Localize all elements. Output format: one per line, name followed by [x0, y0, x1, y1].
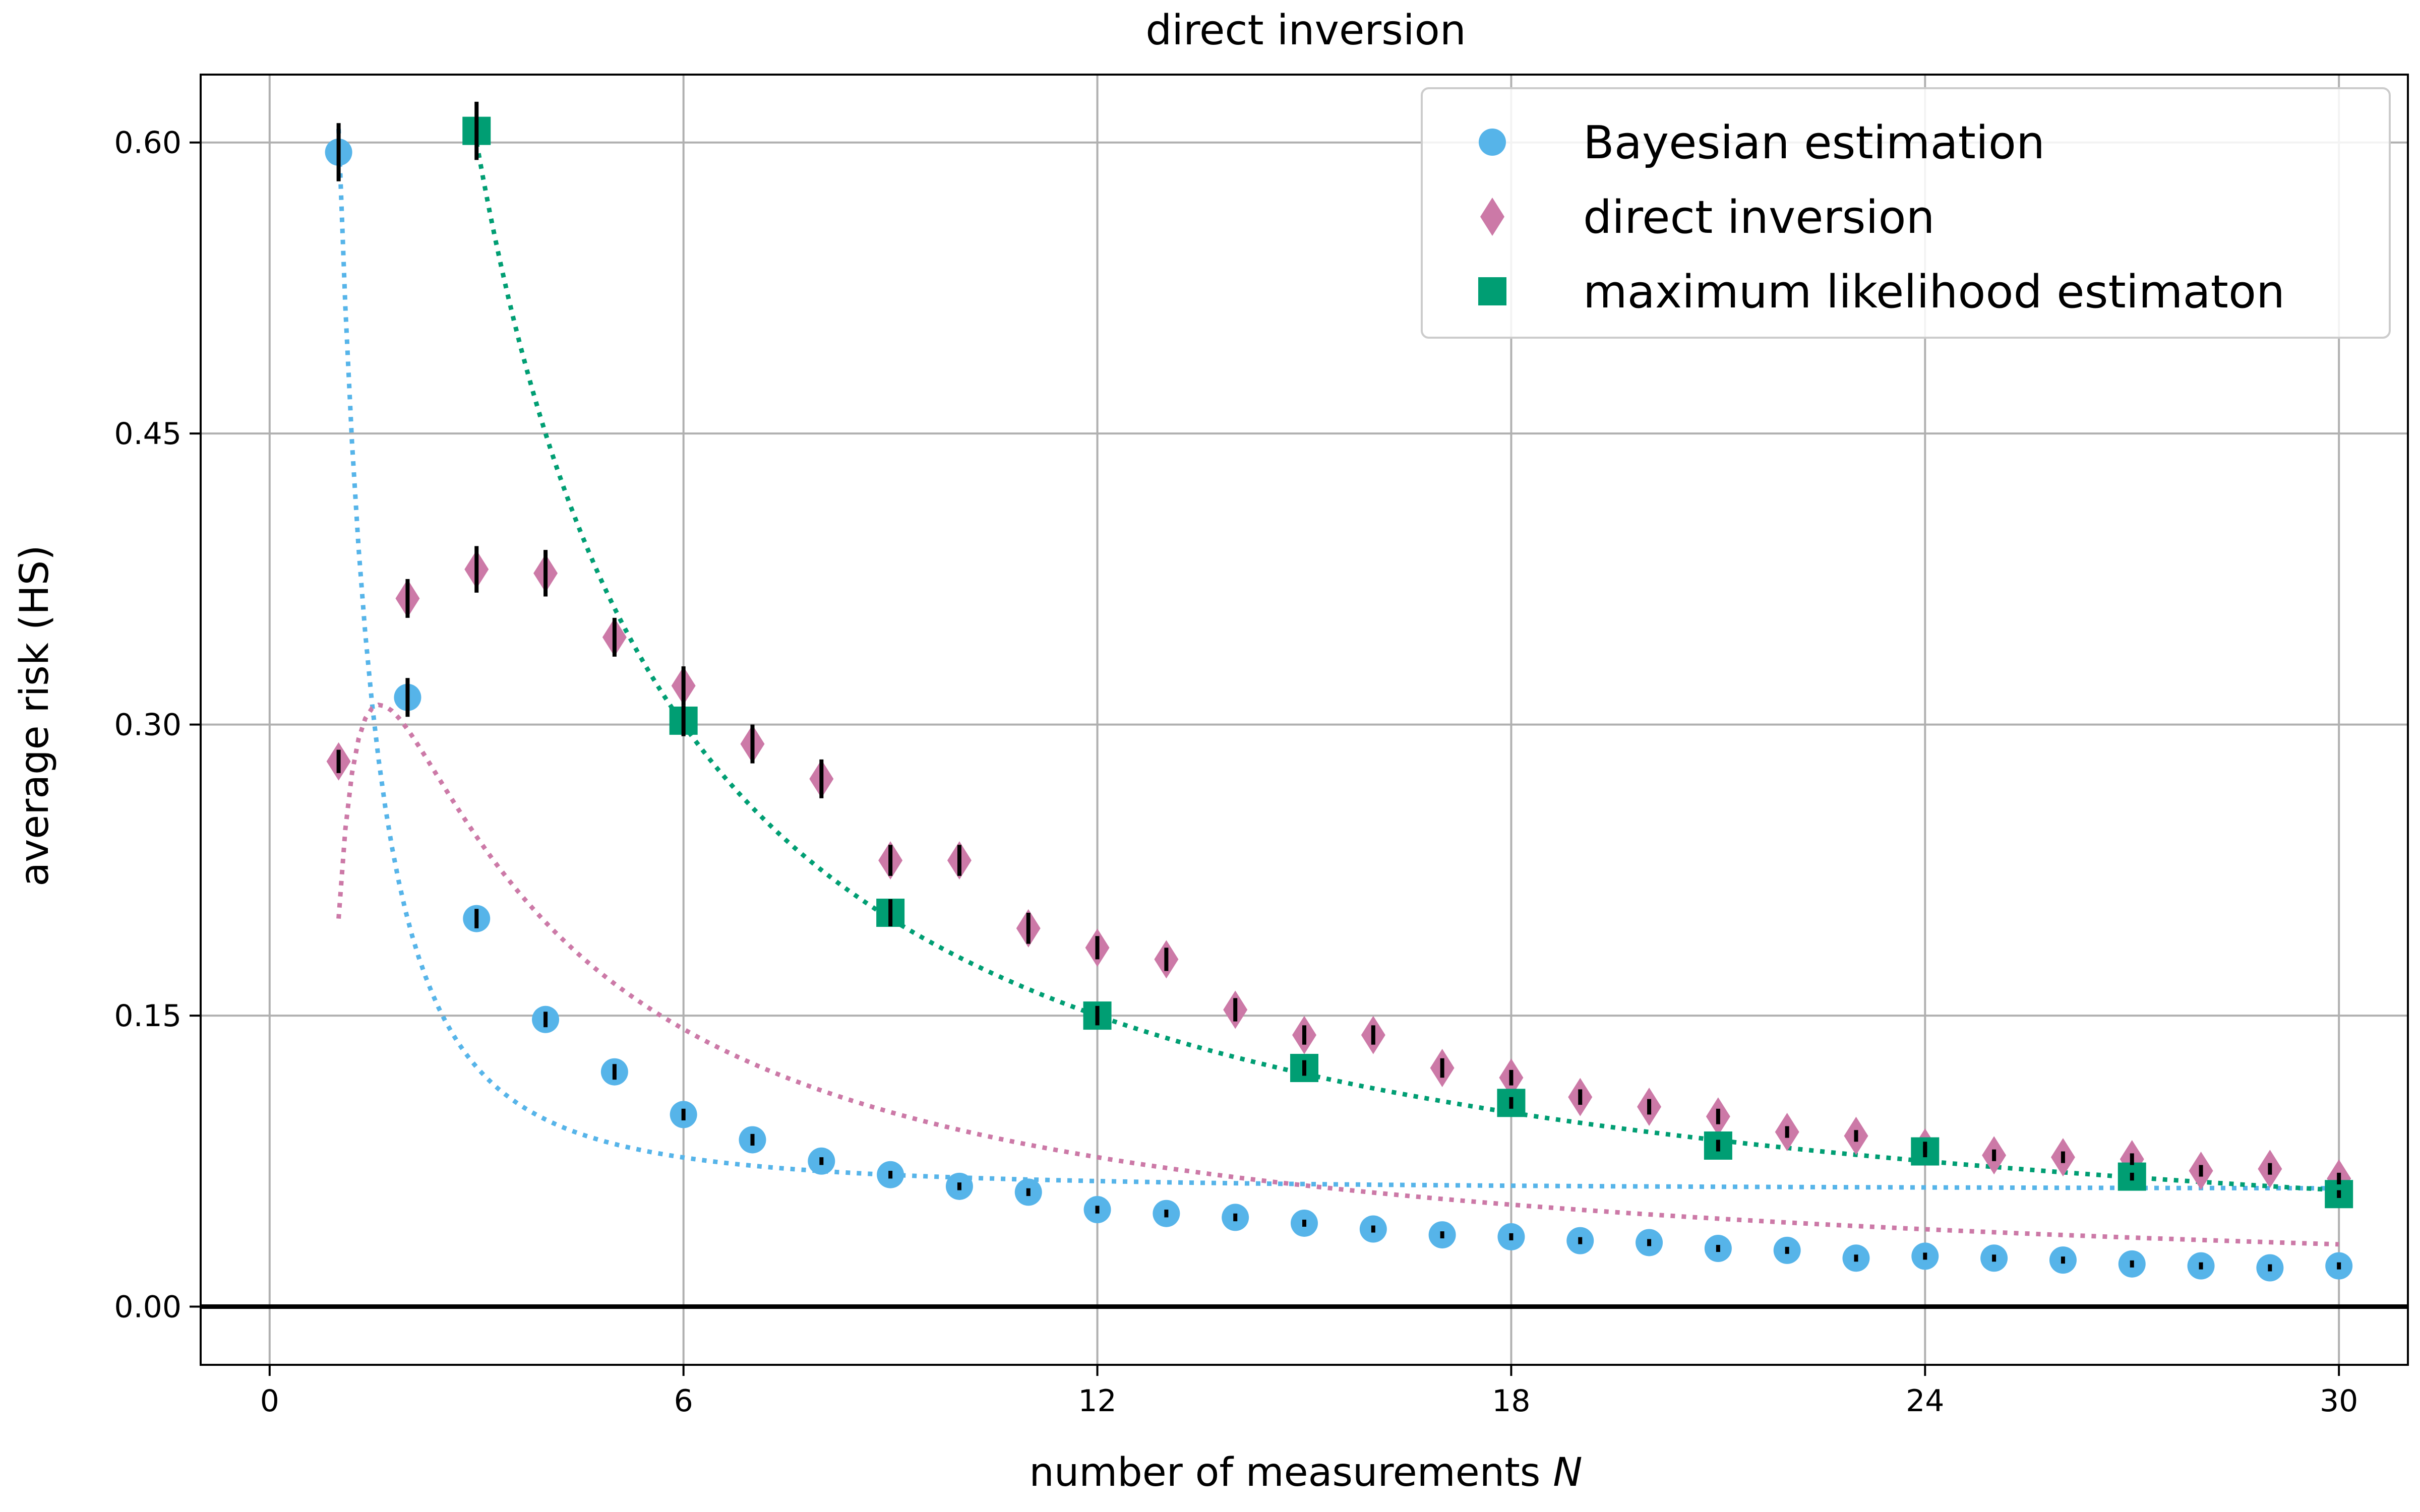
plot-frame — [200, 74, 2409, 1366]
legend-marker-circle — [1479, 129, 1506, 156]
x-tick-label: 30 — [2320, 1383, 2358, 1419]
errorbar-layer — [336, 101, 2341, 1272]
y-tick-label: 0.15 — [114, 998, 182, 1034]
y-tick-label: 0.45 — [114, 416, 182, 452]
x-tick-label: 18 — [1492, 1383, 1530, 1419]
legend-marker-diamond — [1480, 198, 1504, 236]
x-axis-label: number of measurements N — [1029, 1450, 1582, 1495]
chart-title: direct inversion — [1145, 7, 1466, 54]
fit-curve-diamond — [336, 702, 2339, 1247]
x-tick-label: 6 — [674, 1383, 693, 1419]
y-tick-label: 0.60 — [114, 125, 182, 161]
legend-box — [1421, 87, 2391, 339]
x-axis-label-variable: N — [1553, 1450, 1582, 1495]
x-tick-label: 0 — [260, 1383, 279, 1419]
legend-label: maximum likelihood estimaton — [1583, 266, 2285, 319]
legend-entries: Bayesian estimation direct inversion maxim… — [1478, 116, 2285, 319]
y-tick-label: 0.30 — [114, 708, 182, 743]
legend-marker-square — [1478, 277, 1506, 305]
legend-label: Bayesian estimation — [1583, 116, 2045, 169]
y-tick-label: 0.00 — [114, 1290, 182, 1325]
legend: Bayesian estimation direct inversion maxim… — [1421, 87, 2391, 339]
fit-curve-circle — [336, 129, 2339, 1191]
y-axis-label: average risk (HS) — [12, 545, 57, 886]
fit-curve-square — [474, 142, 2339, 1192]
x-tick-label: 24 — [1906, 1383, 1944, 1419]
x-tick-label: 12 — [1078, 1383, 1116, 1419]
fit-layer — [336, 129, 2339, 1247]
x-axis-label-text: number of measurements — [1029, 1450, 1540, 1495]
legend-label: direct inversion — [1583, 191, 1935, 244]
x-axis-ticks: 0 6 12 18 24 30 — [260, 1365, 2358, 1419]
y-axis-ticks: 0.00 0.15 0.30 0.45 0.60 — [114, 125, 201, 1325]
